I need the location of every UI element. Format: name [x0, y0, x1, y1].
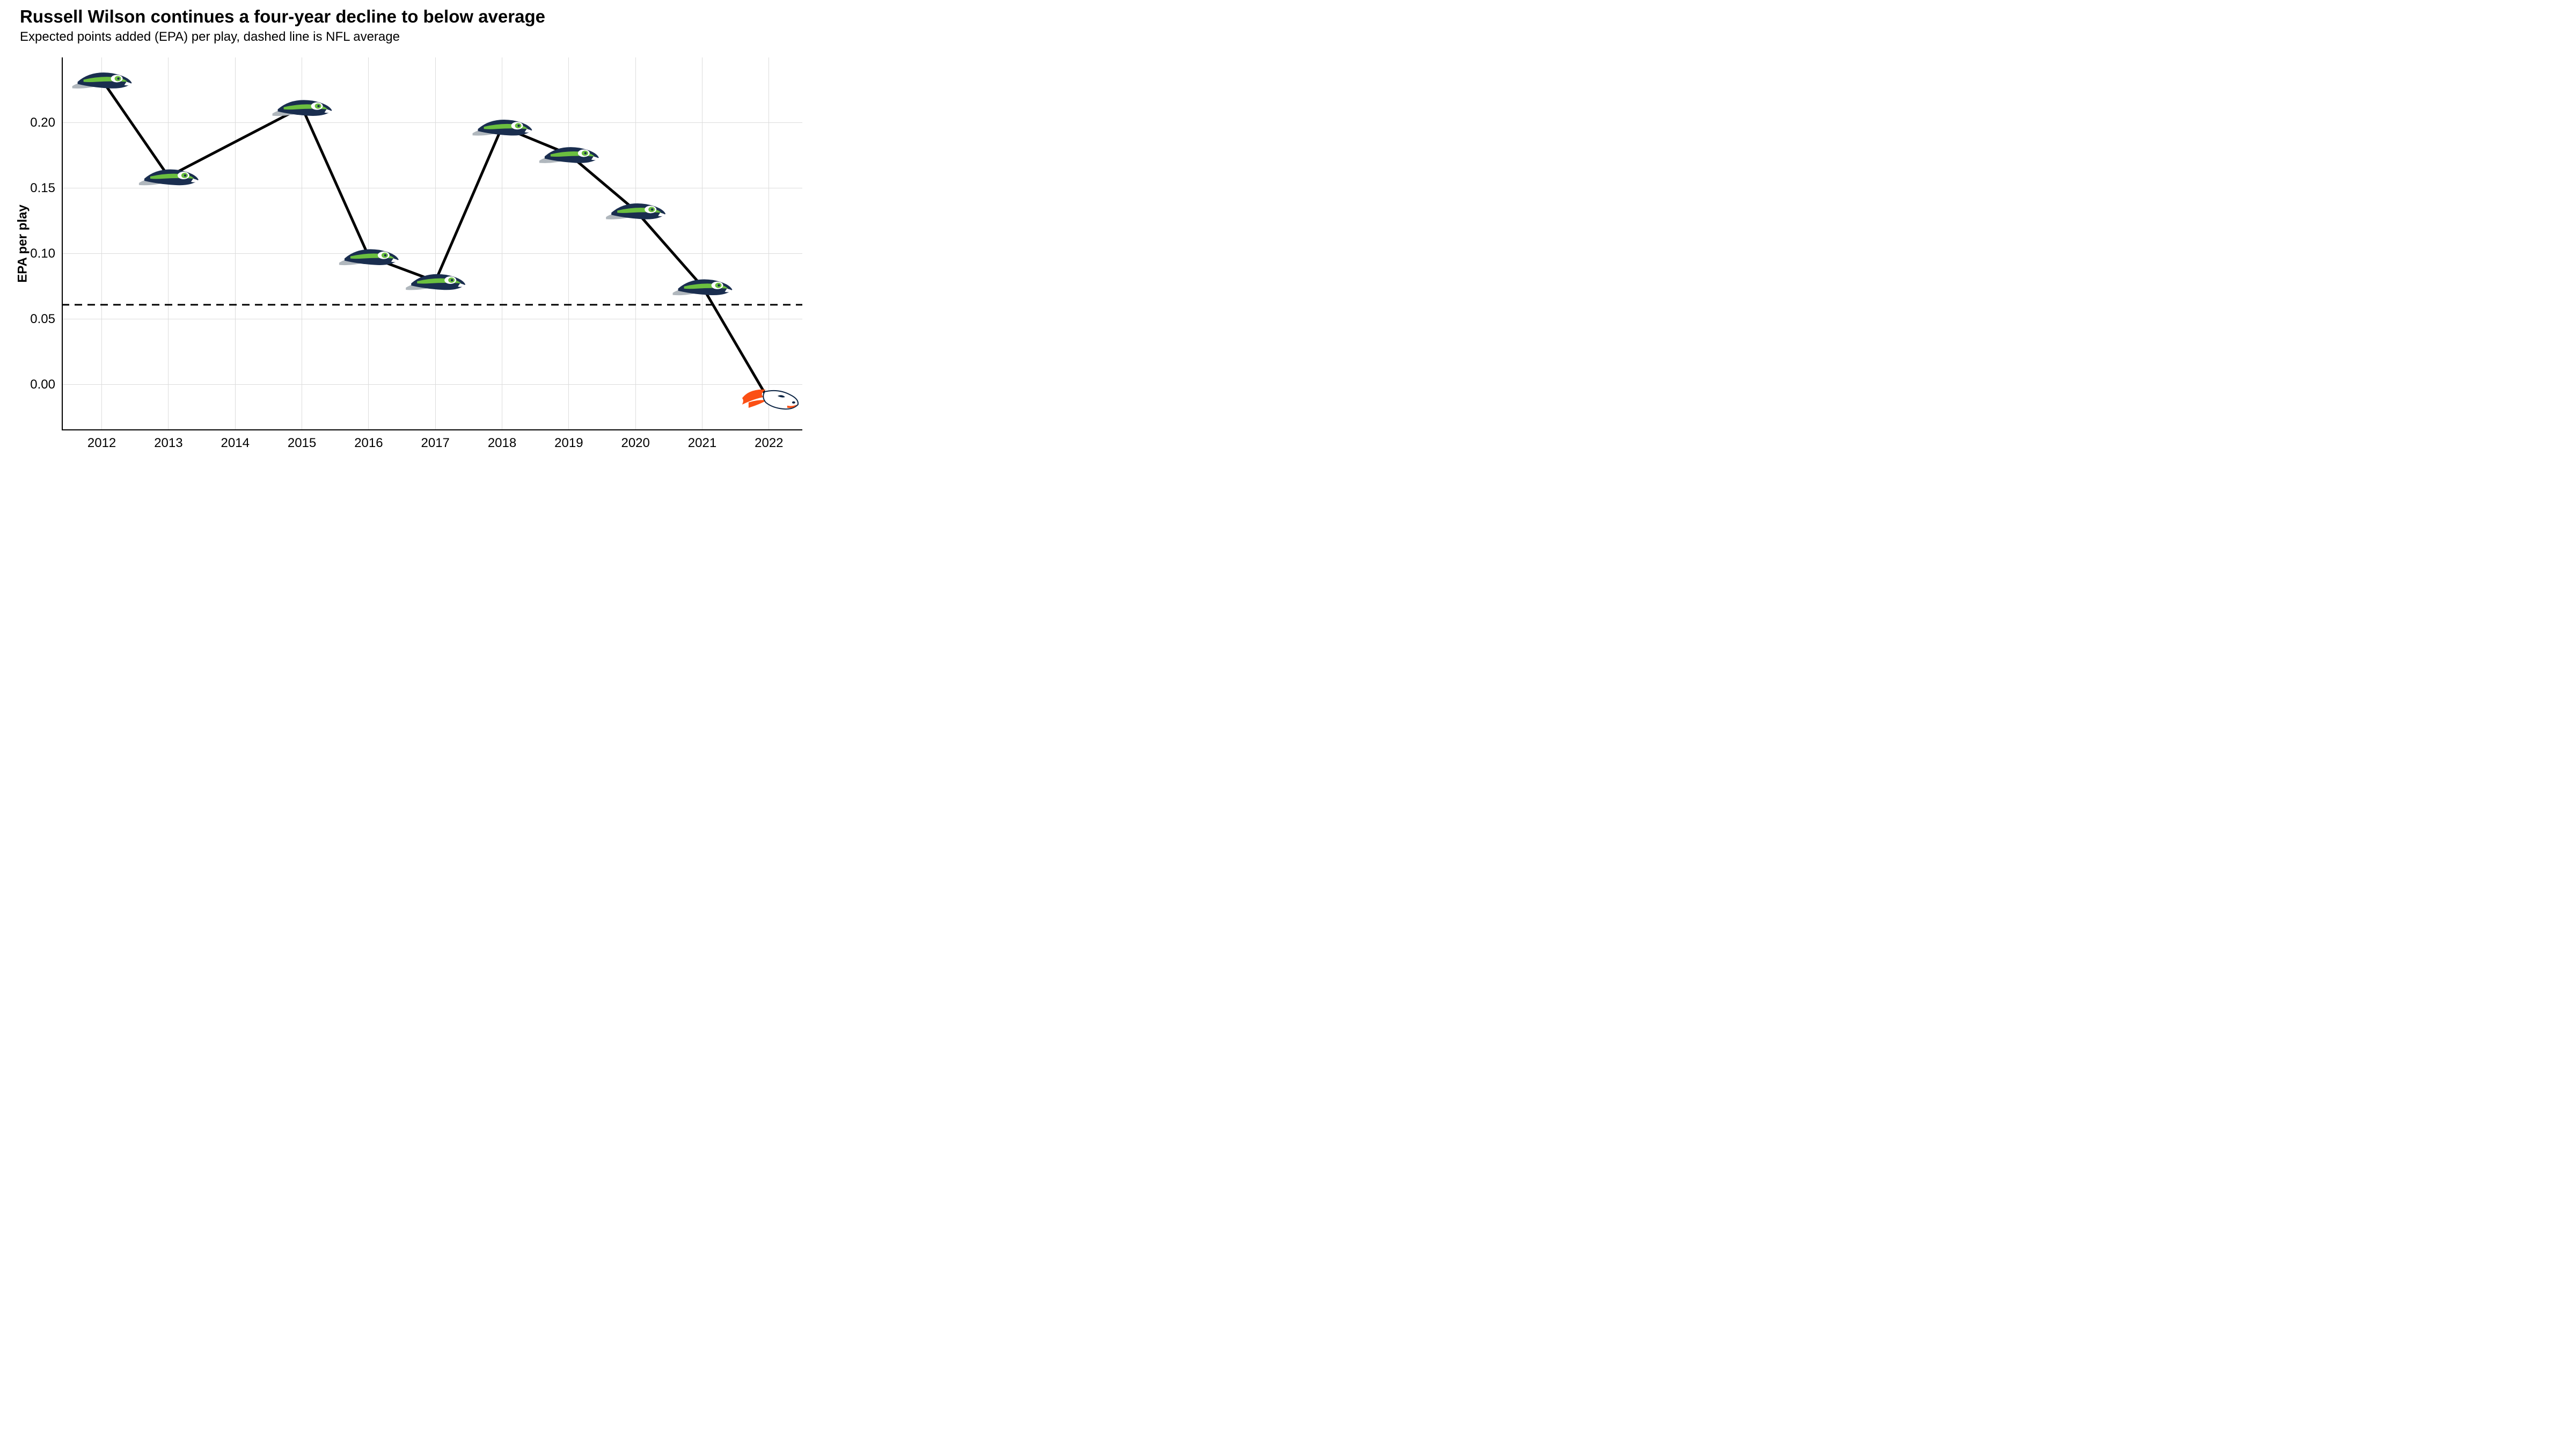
- broncos-logo-icon: [742, 390, 798, 409]
- y-tick-label: 0.05: [30, 312, 55, 327]
- seahawks-logo-icon: [72, 72, 132, 89]
- seahawks-logo-icon: [273, 100, 332, 116]
- x-tick-label: 2017: [414, 436, 457, 451]
- y-tick-label: 0.15: [30, 181, 55, 196]
- x-tick-label: 2020: [614, 436, 657, 451]
- seahawks-logo-icon: [339, 249, 399, 265]
- y-tick-label: 0.10: [30, 246, 55, 261]
- x-tick-label: 2014: [214, 436, 257, 451]
- y-tick-label: 0.20: [30, 115, 55, 130]
- x-tick-label: 2016: [347, 436, 390, 451]
- plot-area: 2012201320142015201620172018201920202021…: [62, 57, 802, 430]
- chart-subtitle: Expected points added (EPA) per play, da…: [20, 30, 400, 45]
- x-tick-label: 2018: [481, 436, 524, 451]
- y-tick-label: 0.00: [30, 377, 55, 392]
- x-tick-label: 2012: [80, 436, 123, 451]
- x-tick-label: 2021: [681, 436, 724, 451]
- x-tick-label: 2022: [748, 436, 791, 451]
- seahawks-logo-icon: [539, 147, 599, 163]
- seahawks-logo-icon: [139, 170, 199, 186]
- seahawks-logo-icon: [406, 274, 465, 290]
- x-tick-label: 2019: [547, 436, 590, 451]
- chart-svg: [62, 57, 802, 430]
- x-tick-label: 2013: [147, 436, 190, 451]
- seahawks-logo-icon: [473, 120, 532, 136]
- chart-container: Russell Wilson continues a four-year dec…: [0, 0, 805, 453]
- x-tick-label: 2015: [281, 436, 324, 451]
- y-axis-label: EPA per play: [16, 204, 31, 282]
- chart-title: Russell Wilson continues a four-year dec…: [20, 6, 545, 27]
- seahawks-logo-icon: [606, 203, 665, 219]
- seahawks-logo-icon: [673, 279, 733, 295]
- epa-line: [102, 79, 769, 400]
